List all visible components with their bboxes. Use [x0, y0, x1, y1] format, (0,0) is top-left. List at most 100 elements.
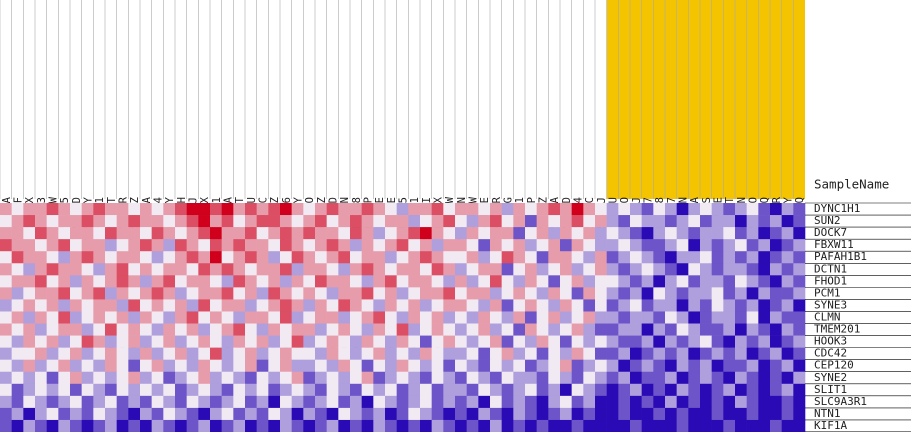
heatmap-cell — [256, 407, 269, 421]
heatmap-cell — [443, 239, 456, 252]
heatmap-cell — [536, 383, 549, 397]
heatmap-cell — [513, 299, 526, 312]
heatmap-cell — [641, 311, 654, 324]
heatmap-cell — [466, 383, 479, 397]
row-label: SLC9A3R1 — [814, 395, 867, 408]
heatmap-cell — [723, 215, 736, 228]
heatmap-cell — [723, 227, 736, 240]
heatmap-cell — [688, 407, 701, 421]
heatmap-cell — [81, 311, 94, 324]
heatmap-cell — [536, 239, 549, 252]
heatmap-cell — [676, 371, 689, 385]
heatmap-cell — [688, 263, 701, 276]
heatmap-cell — [245, 263, 257, 276]
heatmap-cell — [571, 383, 584, 397]
heatmap-cell — [105, 335, 117, 348]
heatmap-cell — [326, 311, 339, 324]
heatmap-cell — [641, 215, 654, 228]
column-header-bg — [653, 0, 665, 199]
column-header-bg — [338, 0, 350, 199]
heatmap-cell — [221, 419, 234, 432]
heatmap-cell — [525, 263, 537, 276]
heatmap-cell — [210, 383, 222, 397]
heatmap-cell — [163, 239, 176, 252]
heatmap-cell — [408, 215, 421, 228]
heatmap-cell — [280, 263, 292, 276]
heatmap-cell — [361, 419, 374, 432]
heatmap-cell — [0, 371, 12, 385]
heatmap-cell — [175, 287, 187, 300]
heatmap-cell — [688, 299, 701, 312]
heatmap-cell — [245, 299, 257, 312]
heatmap-cell — [70, 335, 82, 348]
row-label: FHOD1 — [814, 274, 847, 287]
heatmap-cell — [315, 335, 327, 348]
heatmap-cell — [140, 395, 152, 409]
heatmap-cell — [373, 251, 386, 264]
heatmap-cell — [116, 299, 129, 312]
heatmap-cell — [175, 359, 187, 373]
heatmap-cell — [46, 239, 59, 252]
column-header-bg — [70, 0, 82, 199]
heatmap-cell — [700, 263, 712, 276]
heatmap-cell — [198, 371, 211, 385]
heatmap-cell — [455, 311, 467, 324]
heatmap-cell — [186, 227, 199, 240]
heatmap-cell — [116, 215, 129, 228]
heatmap-cell — [35, 395, 47, 409]
heatmap-cell — [58, 311, 71, 324]
heatmap-cell — [350, 383, 362, 397]
heatmap-cell — [665, 239, 677, 252]
heatmap-cell — [396, 347, 409, 360]
heatmap-cell — [163, 335, 176, 348]
heatmap-cell — [350, 347, 362, 360]
heatmap-cell — [595, 299, 607, 312]
heatmap-cell — [595, 227, 607, 240]
heatmap-cell — [268, 419, 281, 432]
heatmap-cell — [35, 215, 47, 228]
heatmap-cell — [116, 227, 129, 240]
heatmap-cell — [536, 275, 549, 288]
heatmap-cell — [443, 251, 456, 264]
heatmap-cell — [501, 407, 514, 421]
heatmap-cell — [583, 347, 596, 360]
heatmap-cell — [373, 203, 386, 216]
heatmap-cell — [303, 275, 316, 288]
heatmap-cell — [606, 263, 619, 276]
heatmap-cell — [280, 323, 292, 336]
heatmap-cell — [513, 275, 526, 288]
heatmap-cell — [431, 359, 444, 373]
heatmap-cell — [233, 407, 246, 421]
heatmap-cell — [793, 347, 806, 360]
heatmap-cell — [35, 287, 47, 300]
heatmap-cell — [128, 407, 141, 421]
heatmap-cell — [688, 335, 701, 348]
heatmap-cell — [443, 287, 456, 300]
heatmap-cell — [536, 287, 549, 300]
heatmap-cell — [758, 323, 771, 336]
heatmap-cell — [46, 215, 59, 228]
heatmap-cell — [93, 347, 106, 360]
heatmap-cell — [595, 407, 607, 421]
heatmap-cell — [268, 395, 281, 409]
heatmap-cell — [676, 299, 689, 312]
heatmap-cell — [326, 299, 339, 312]
heatmap-cell — [0, 407, 12, 421]
heatmap-cell — [151, 251, 164, 264]
heatmap-cell — [746, 287, 759, 300]
heatmap-cell — [81, 203, 94, 216]
column-header-bg — [758, 0, 770, 199]
heatmap-cell — [280, 407, 292, 421]
heatmap-cell — [443, 347, 456, 360]
heatmap-cell — [525, 383, 537, 397]
heatmap-cell — [58, 407, 71, 421]
heatmap-cell — [630, 311, 642, 324]
heatmap-cell — [653, 203, 666, 216]
heatmap-cell — [455, 407, 467, 421]
heatmap-cell — [548, 395, 561, 409]
heatmap-cell — [478, 395, 491, 409]
heatmap-cell — [700, 419, 712, 432]
heatmap-cell — [385, 275, 397, 288]
heatmap-cell — [443, 407, 456, 421]
heatmap-cell — [665, 323, 677, 336]
